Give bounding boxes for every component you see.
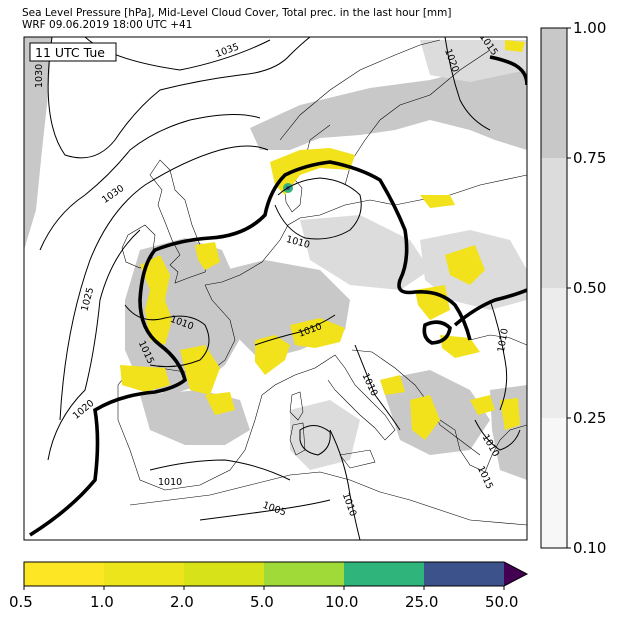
- precip-area-turkey-east: [470, 395, 495, 415]
- coast-sicily: [339, 449, 376, 469]
- cloud-colorbar-tick-label: 0.75: [573, 149, 607, 167]
- precip-colorbar: [23, 561, 529, 590]
- cloud-area-tyrrhenian: [290, 400, 360, 470]
- precip-colorbar-tick-label: 10.0: [325, 593, 359, 611]
- isobar-1015-scand-thick: [489, 55, 527, 86]
- isobar-1010-france: [124, 304, 210, 368]
- isobar-low-italy: [299, 425, 331, 456]
- precip-area-france-south: [180, 345, 220, 395]
- precip-area-romania: [440, 335, 480, 358]
- cloud-colorbar-segment: [541, 418, 567, 548]
- isobar-1025: [59, 145, 269, 421]
- cloud-colorbar-tick-label: 1.00: [573, 19, 607, 37]
- cloud-colorbar-tick-label: 0.50: [573, 279, 607, 297]
- precip-area-alps: [290, 318, 345, 348]
- precipitation-layer: [120, 40, 525, 440]
- coast-scotland-england: [149, 159, 209, 284]
- isobar-1010-north: [274, 177, 362, 240]
- precip-area-aegean: [500, 398, 520, 430]
- precip-area-iberia-coast: [120, 365, 170, 392]
- isobar-1010-med: [149, 459, 291, 481]
- cloud-colorbar-segment: [541, 288, 567, 418]
- precip-area-poland: [420, 195, 455, 208]
- cloud-colorbar-tick-label: 0.10: [573, 539, 607, 557]
- cloud-area-atlantic-edge: [24, 37, 52, 250]
- isobar-label: 1010: [496, 328, 511, 354]
- isobar-1010-east: [489, 299, 508, 411]
- precip-area-gulf-of-lion: [255, 335, 290, 375]
- isobar-1010-south: [329, 429, 361, 540]
- coast-france-iberia: [117, 284, 316, 491]
- isobar-1020: [47, 229, 141, 461]
- cloud-colorbar-segment: [541, 28, 567, 158]
- isobar-1030: [39, 113, 261, 251]
- isobar-label: 1030: [34, 64, 45, 88]
- cloud-colorbar-segment: [541, 158, 567, 288]
- isobar-1005: [199, 499, 331, 521]
- isobar-1010-greece: [474, 419, 521, 451]
- isobar-1015-thick: [29, 160, 472, 537]
- header-subtitle: WRF 09.06.2019 18:00 UTC +41: [22, 19, 193, 31]
- cloud-area-central-europe: [300, 215, 430, 290]
- isobar-layer: [29, 37, 527, 540]
- precip-colorbar-segment: [424, 562, 504, 586]
- precip-area-skagerrak: [270, 148, 355, 195]
- precip-colorbar-extend-arrow: [504, 562, 527, 586]
- precip-colorbar-frame: [23, 561, 529, 587]
- coast-sardinia-corsica: [289, 391, 306, 456]
- map-panel: 1035 1030 1030 1025 1020 1015 1010 1010 …: [24, 37, 527, 540]
- isobar-1015-south: [453, 288, 527, 327]
- precip-area-hungary: [380, 375, 405, 395]
- precip-colorbar-tick-label: 25.0: [405, 593, 439, 611]
- precip-area-finland: [505, 40, 525, 52]
- isobar-1030-north: [47, 37, 311, 159]
- isobar-low-romania: [422, 320, 452, 345]
- map-frame: [23, 36, 528, 541]
- precip-area-spain-inland: [205, 392, 235, 415]
- coast-north-africa: [129, 471, 527, 526]
- coast-greece-turkey: [439, 419, 527, 473]
- isobar-1020-scand: [444, 37, 491, 131]
- cloud-colorbar-tick-label: 0.25: [573, 409, 607, 427]
- precip-colorbar-segment: [24, 562, 104, 586]
- isobar-1010-alps: [254, 314, 336, 346]
- time-label-box: [29, 42, 117, 62]
- precip-area-greece: [410, 395, 440, 440]
- precip-colorbar-segment: [104, 562, 184, 586]
- precip-colorbar-segment: [264, 562, 344, 586]
- precip-colorbar-tick-label: 2.0: [170, 593, 194, 611]
- precip-area-west-france: [140, 255, 172, 345]
- precip-colorbar-segment: [344, 562, 424, 586]
- isobar-1010-italy: [354, 344, 401, 431]
- precip-area-ukraine: [445, 245, 485, 285]
- precip-colorbar-segment: [184, 562, 264, 586]
- coastline-layer: [117, 39, 527, 526]
- precip-colorbar-tick-label: 0.5: [9, 593, 33, 611]
- precip-colorbar-tick-label: 50.0: [485, 593, 519, 611]
- precip-area-english-channel: [195, 242, 220, 270]
- precip-colorbar-tick-label: 5.0: [250, 593, 274, 611]
- cloud-colorbar: [540, 27, 571, 549]
- precip-colorbar-tick-label: 1.0: [90, 593, 114, 611]
- time-label: 11 UTC Tue: [35, 45, 105, 60]
- header-title: Sea Level Pressure [hPa], Mid-Level Clou…: [22, 7, 452, 19]
- coast-italy: [314, 354, 396, 441]
- isobar-label: 1010: [158, 477, 182, 488]
